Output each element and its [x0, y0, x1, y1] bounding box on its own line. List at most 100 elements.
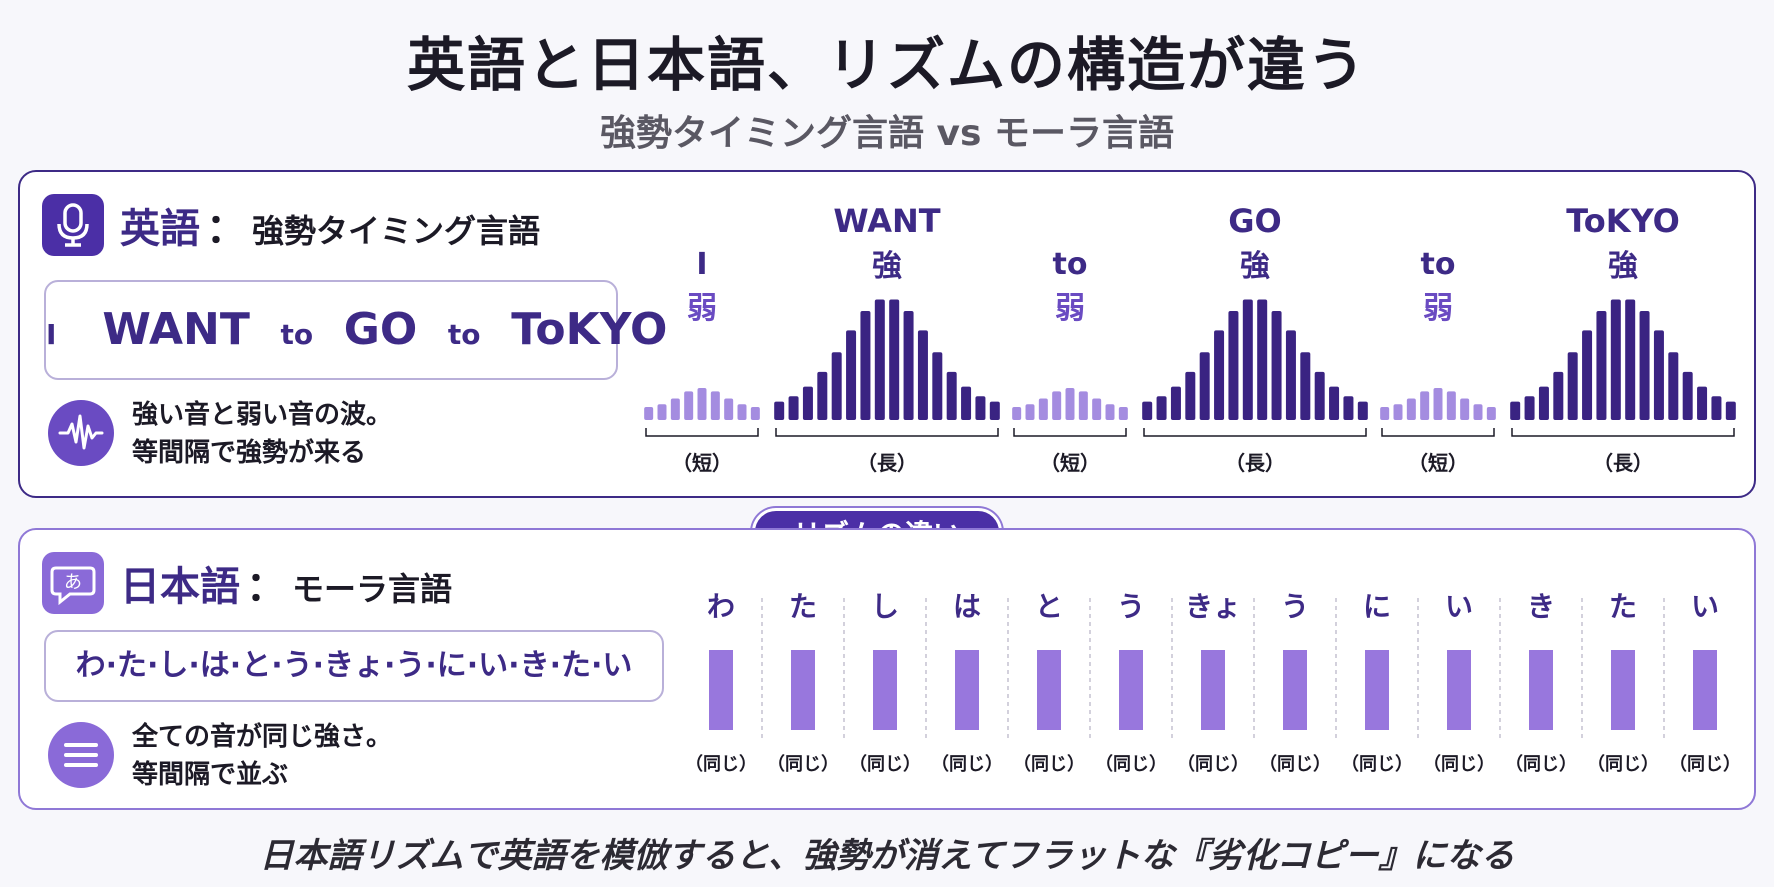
english-sentence: I WANT to GO to ToKYO — [44, 280, 667, 380]
sentence-word-to-2: to — [447, 318, 481, 351]
stress-word: to — [1421, 247, 1456, 282]
waveform-bar — [1538, 386, 1549, 420]
stress-word: ToKYO — [1566, 202, 1680, 240]
waveform-bar — [1285, 330, 1296, 420]
mora-equal-label: （同じ） — [1341, 754, 1413, 775]
waveform-bar — [697, 388, 707, 420]
waveform-bar — [860, 310, 871, 420]
waveform-bar — [1012, 407, 1022, 420]
waveform-bar — [1582, 330, 1593, 420]
page-subtitle: 強勢タイミング言語 vs モーラ言語 — [600, 113, 1174, 154]
waveform-bar — [1199, 352, 1210, 420]
mora-equal-label: （同じ） — [767, 754, 839, 775]
english-desc-line2: 等間隔で強勢が来る — [132, 438, 367, 468]
duration-bracket — [1511, 428, 1735, 437]
waveform-bar — [1142, 401, 1153, 420]
waveform-bar — [1406, 398, 1416, 420]
duration-label: （長） — [1225, 451, 1285, 475]
waveform-bar — [774, 401, 785, 420]
stress-word: I — [696, 247, 707, 282]
waveform-bar — [1314, 371, 1325, 420]
footer-conclusion: 日本語リズムで英語を模倣すると、強勢が消えてフラットな『劣化コピー』になる — [259, 836, 1515, 876]
mora-label: た — [1609, 590, 1637, 623]
waveform-icon — [48, 400, 114, 466]
english-lang-label: 英語 — [120, 206, 200, 252]
waveform-bar — [1380, 407, 1390, 420]
duration-label: （長） — [1593, 451, 1653, 475]
waveform-bar — [889, 299, 900, 420]
waveform-bar — [1228, 310, 1239, 420]
waveform-bar — [737, 404, 747, 420]
waveform-bar — [802, 386, 813, 420]
mora-equal-label: （同じ） — [1095, 754, 1167, 775]
mora-equal-label: （同じ） — [1259, 754, 1331, 775]
japanese-colon: ： — [246, 564, 286, 610]
waveform-bar — [644, 407, 654, 420]
waveform-bar — [1300, 352, 1311, 420]
stress-word: WANT — [833, 202, 940, 240]
stress-marker-weak: 弱 — [1055, 291, 1085, 326]
waveform-bar — [1639, 310, 1650, 420]
mora-bar — [1119, 650, 1143, 730]
mora-label: と — [1035, 590, 1063, 623]
english-panel: 英語：強勢タイミング言語 I WANT to GO to ToKYO 強い音と弱… — [18, 170, 1756, 498]
waveform-bar — [1214, 330, 1225, 420]
waveform-bar — [657, 404, 667, 420]
duration-bracket — [1381, 428, 1495, 437]
mora-label: き — [1527, 590, 1555, 623]
waveform-bar — [1105, 404, 1115, 420]
mora-equal-label: （同じ） — [931, 754, 1003, 775]
duration-bracket — [1143, 428, 1367, 437]
english-colon: ： — [206, 206, 246, 252]
duration-bracket — [1013, 428, 1127, 437]
waveform-bar — [1725, 401, 1736, 420]
waveform-bar — [961, 386, 972, 420]
waveform-bar — [1170, 386, 1181, 420]
waveform-bar — [975, 396, 986, 420]
waveform-bar — [1257, 299, 1268, 420]
japanese-section-title: 日本語：モーラ言語 — [120, 554, 452, 612]
speech-bubble-a-icon: あ — [42, 552, 104, 614]
mora-equal-label: （同じ） — [685, 754, 757, 775]
waveform-bar — [1610, 299, 1621, 420]
mora-bar — [1529, 650, 1553, 730]
waveform-bar — [1118, 407, 1128, 420]
mora-bar — [1037, 650, 1061, 730]
mora-bar — [791, 650, 815, 730]
japanese-kind-label: モーラ言語 — [292, 570, 453, 608]
mora-label: きょ — [1185, 590, 1241, 623]
mora-bar — [955, 650, 979, 730]
waveform-bar — [788, 396, 799, 420]
duration-label: （短） — [1408, 451, 1468, 475]
mora-label: た — [789, 590, 817, 623]
mora-label: わ — [707, 590, 735, 623]
mora-equal-label: （同じ） — [849, 754, 921, 775]
mora-label: し — [871, 590, 899, 623]
mora-label: は — [953, 590, 981, 623]
waveform-bar — [1460, 398, 1470, 420]
sentence-word-i: I — [46, 318, 57, 351]
waveform-bar — [1682, 371, 1693, 420]
waveform-bar — [1271, 310, 1282, 420]
svg-text:あ: あ — [64, 572, 82, 593]
sentence-word-to-1: to — [280, 318, 314, 351]
waveform-bar — [846, 330, 857, 420]
waveform-bar — [1393, 404, 1403, 420]
waveform-bar — [1052, 391, 1062, 420]
mora-equal-label: （同じ） — [1013, 754, 1085, 775]
waveform-bar — [1343, 396, 1354, 420]
waveform-bar — [1697, 386, 1708, 420]
japanese-desc-line1: 全ての音が同じ強さ。 — [132, 722, 393, 752]
waveform-bar — [1668, 352, 1679, 420]
waveform-bar — [946, 371, 957, 420]
waveform-bar — [1653, 330, 1664, 420]
mora-bar — [1283, 650, 1307, 730]
duration-label: （短） — [672, 451, 732, 475]
mora-equal-label: （同じ） — [1669, 754, 1741, 775]
mora-equal-label: （同じ） — [1587, 754, 1659, 775]
sentence-word-want: WANT — [102, 304, 250, 355]
english-kind-label: 強勢タイミング言語 — [252, 212, 541, 250]
japanese-desc-line2: 等間隔で並ぶ — [132, 760, 289, 790]
mora-label: い — [1445, 590, 1473, 623]
mora-bar — [709, 650, 733, 730]
